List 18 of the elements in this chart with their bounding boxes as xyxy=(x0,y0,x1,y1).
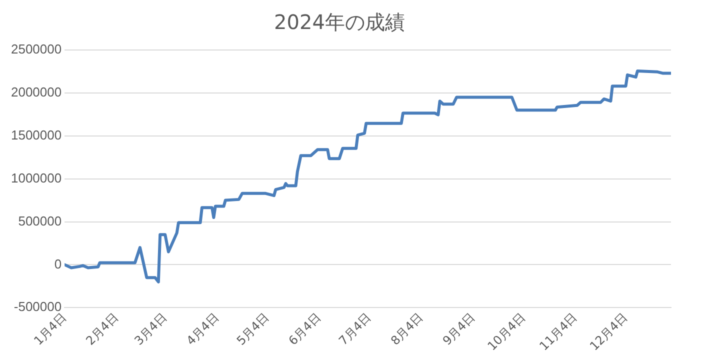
x-tick-label: 2月4日 xyxy=(83,310,121,348)
x-tick-label: 8月4日 xyxy=(388,310,426,348)
x-tick-label: 7月4日 xyxy=(336,310,374,348)
x-tick-label: 9月4日 xyxy=(440,310,478,348)
y-tick-label: 2000000 xyxy=(10,84,62,100)
y-tick-label: 500000 xyxy=(18,213,62,228)
y-tick-label: 2500000 xyxy=(10,42,62,57)
x-tick-label: 12月4日 xyxy=(587,310,630,354)
x-tick-label: 10月4日 xyxy=(484,310,528,354)
y-tick-label: 1500000 xyxy=(10,127,62,142)
x-tick-label: 4月4日 xyxy=(184,310,222,348)
x-tick-label: 3月4日 xyxy=(132,310,170,348)
chart-title: 2024年の成績 xyxy=(274,10,405,34)
y-tick-label: 1000000 xyxy=(10,170,62,186)
x-tick-label: 11月4日 xyxy=(536,310,580,354)
x-tick-label: 6月4日 xyxy=(286,310,324,348)
x-tick-label: 5月4日 xyxy=(234,310,272,348)
y-tick-label: 0 xyxy=(54,256,62,272)
